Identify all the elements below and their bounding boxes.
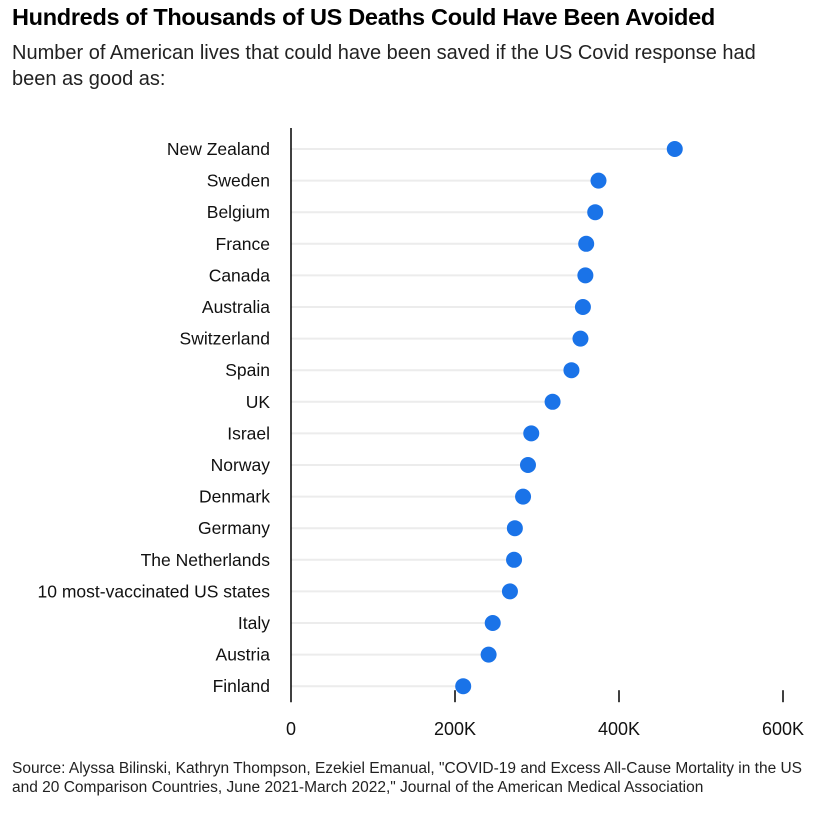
category-label: Spain <box>225 360 270 380</box>
category-label: Israel <box>227 423 270 443</box>
category-label: Norway <box>211 455 271 475</box>
x-tick-label: 200K <box>434 719 476 739</box>
category-label: Austria <box>216 645 271 665</box>
category-label: France <box>216 234 270 254</box>
data-point <box>519 457 536 473</box>
chart-title: Hundreds of Thousands of US Deaths Could… <box>12 4 715 30</box>
category-label: Australia <box>202 297 270 317</box>
data-point <box>506 520 523 537</box>
source-note: Source: Alyssa Bilinski, Kathryn Thompso… <box>12 760 803 796</box>
data-point <box>666 141 683 157</box>
data-point <box>506 551 523 568</box>
x-tick-label: 400K <box>598 719 640 739</box>
dot-chart: New Zealand Sweden Belgium France Canada Aust… <box>38 128 804 739</box>
category-label: UK <box>246 392 271 412</box>
category-label: Canada <box>209 265 271 285</box>
data-point <box>515 488 532 505</box>
category-label: Italy <box>238 613 270 633</box>
category-label: New Zealand <box>167 139 270 159</box>
category-label: Finland <box>213 676 270 696</box>
data-point <box>574 299 591 315</box>
category-label: Switzerland <box>180 329 270 349</box>
data-point <box>523 425 540 442</box>
data-point <box>501 583 518 600</box>
category-label: 10 most-vaccinated US states <box>38 581 271 601</box>
data-point <box>480 646 497 663</box>
category-label: Belgium <box>207 202 270 222</box>
data-point <box>578 235 595 252</box>
category-label: The Netherlands <box>141 550 271 570</box>
data-point <box>455 678 472 695</box>
data-point <box>587 204 604 221</box>
data-point <box>484 615 501 631</box>
data-point <box>563 362 580 379</box>
data-point <box>572 330 589 347</box>
x-tick-label: 600K <box>762 719 804 739</box>
x-tick-label: 0 <box>286 719 296 739</box>
chart-subtitle: Number of American lives that could have… <box>12 42 756 90</box>
data-point <box>577 267 594 284</box>
category-label: Sweden <box>207 171 270 191</box>
data-point <box>544 393 561 410</box>
data-point <box>590 172 607 189</box>
category-label: Denmark <box>199 487 270 507</box>
category-label: Germany <box>198 518 270 538</box>
